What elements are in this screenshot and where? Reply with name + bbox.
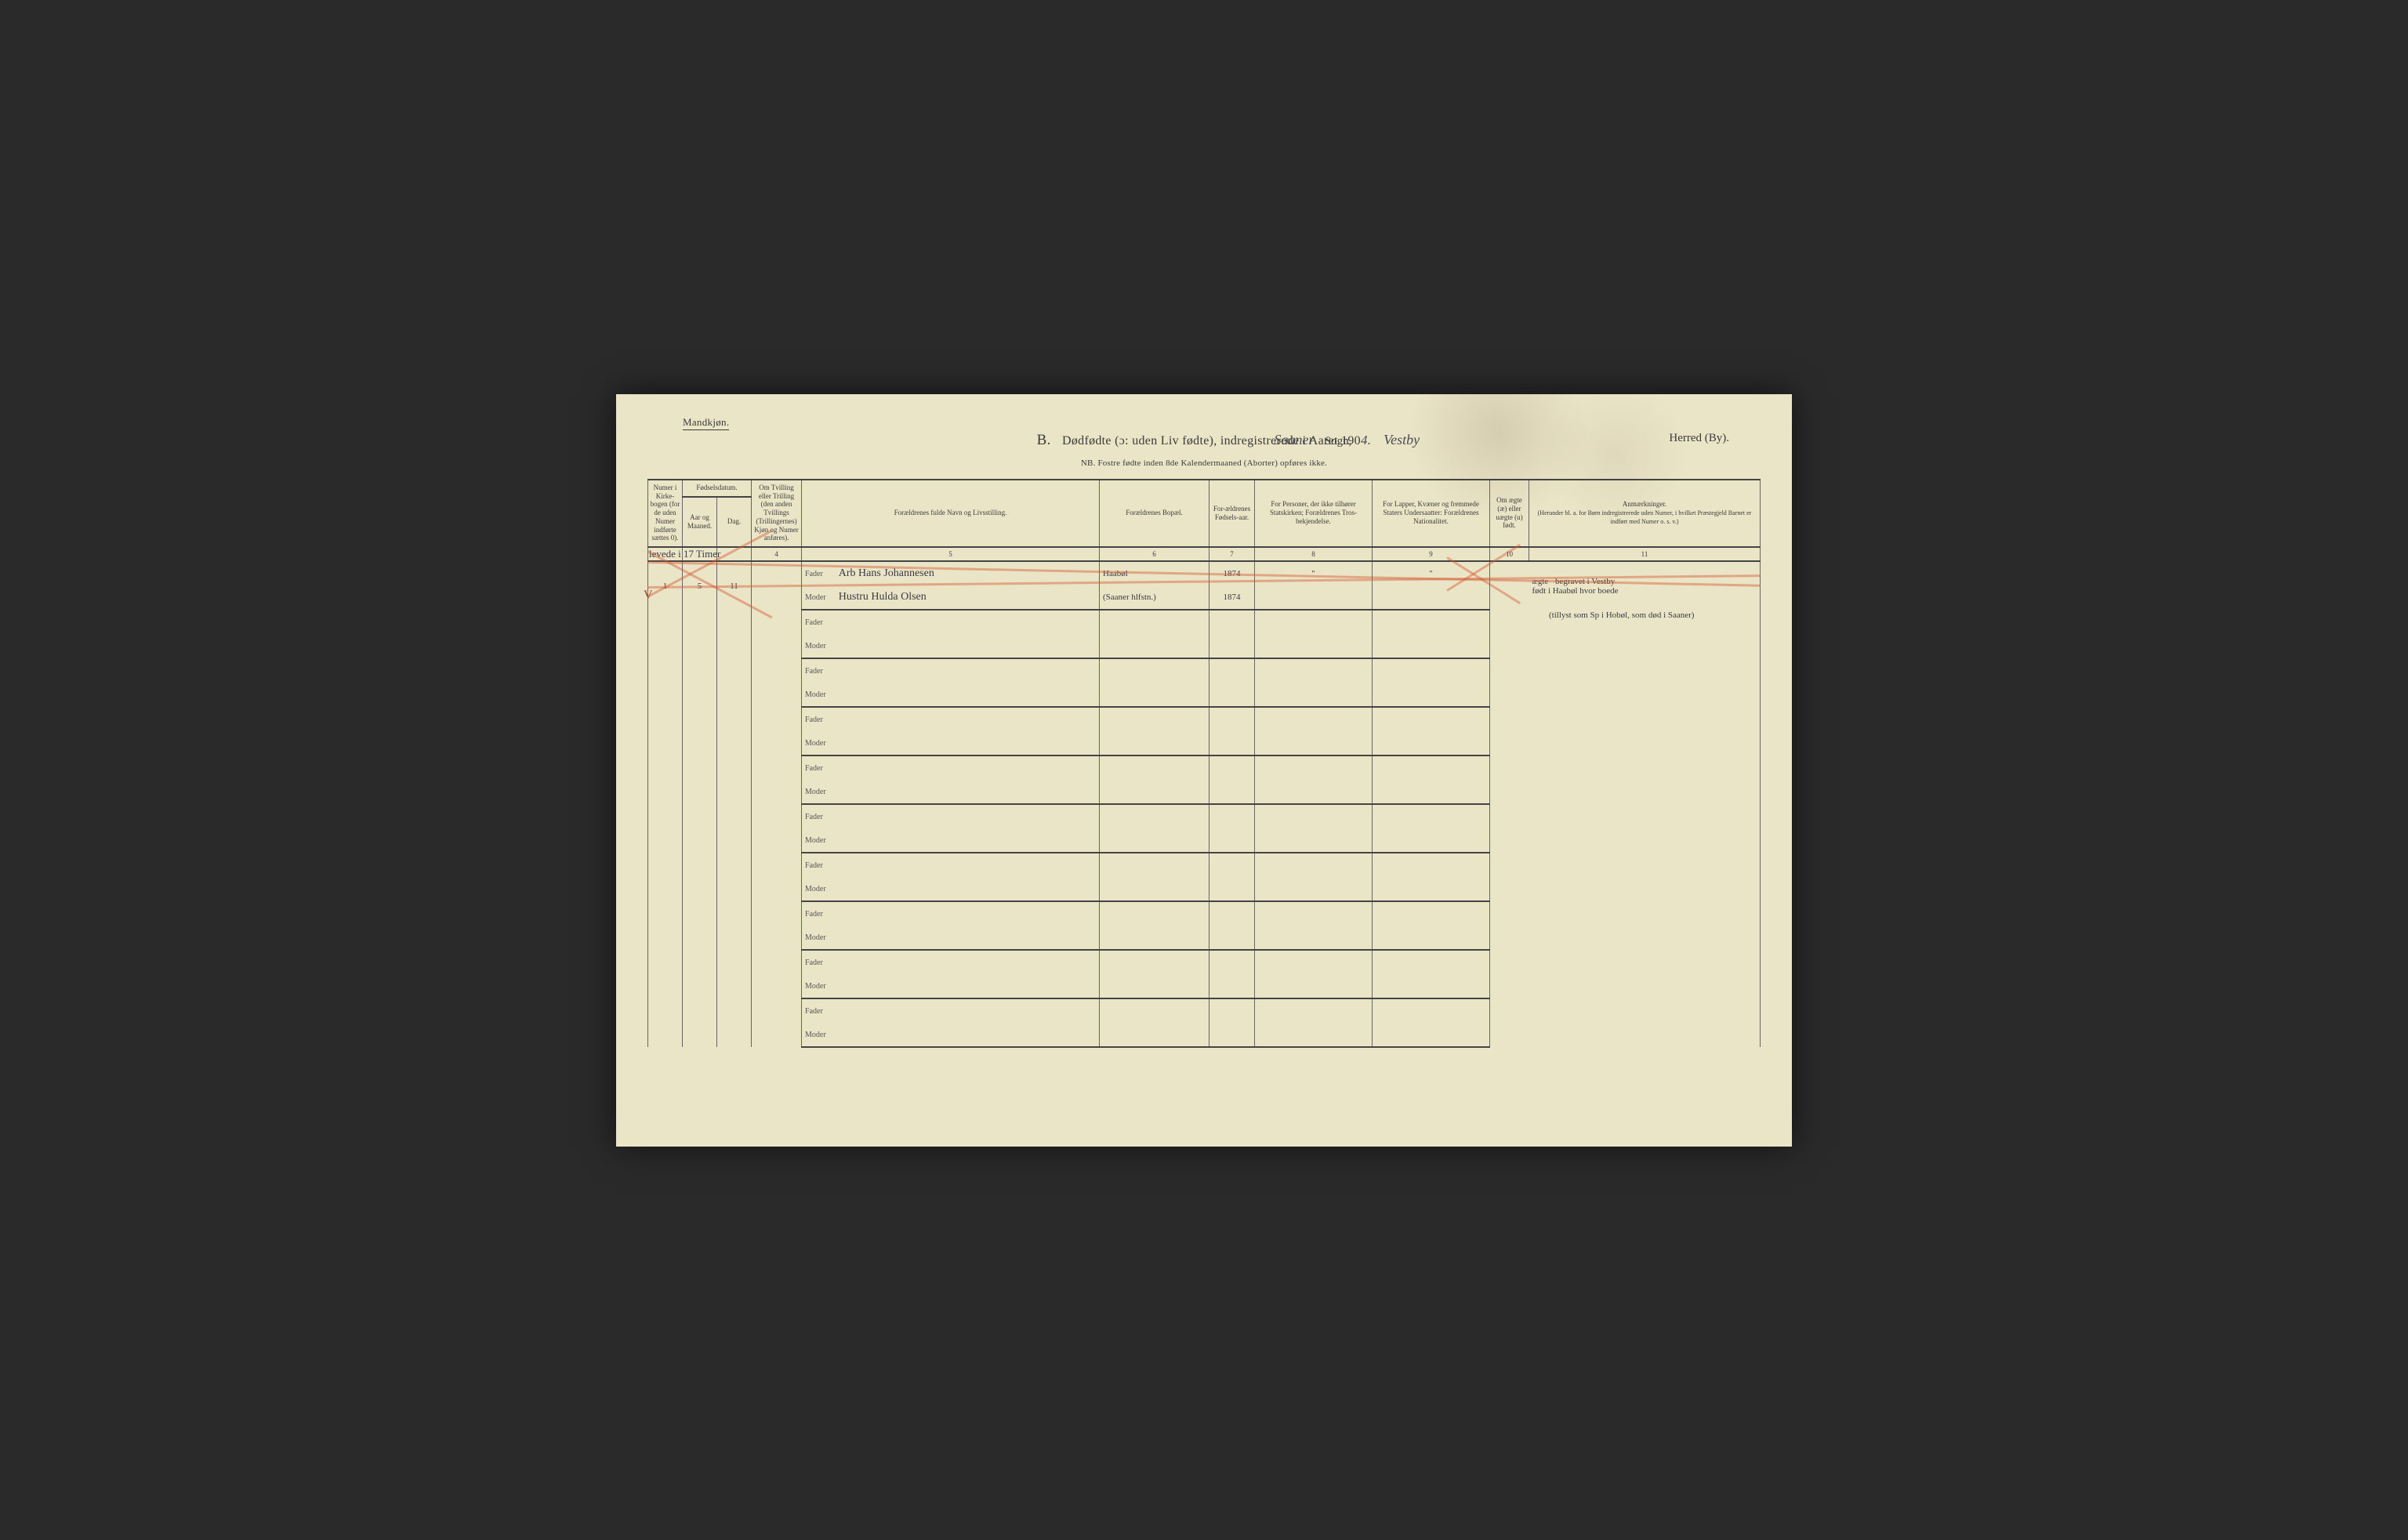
entry-1-religion: ": [1255, 561, 1373, 585]
colnum-8: 8: [1255, 547, 1373, 562]
entry-1-nationality: ": [1373, 561, 1490, 585]
col-1-header: Numer i Kirke-bogen (for de uden Numer i…: [648, 480, 683, 547]
entry-1-fader-row: 1 V 5 11 Fader Arb Hans Johannesen Haabø…: [648, 561, 1761, 585]
corner-label: Mandkjøn.: [683, 416, 729, 430]
empty-row-fader: Fader: [648, 998, 1761, 1023]
fader-label: Fader: [805, 570, 836, 578]
entry-1-moder-name: Hustru Hulda Olsen: [839, 591, 927, 603]
herred-label: Herred (By).: [1669, 432, 1729, 444]
register-table: Numer i Kirke-bogen (for de uden Numer i…: [647, 479, 1761, 1049]
entry-1-fader-name: Arb Hans Johannesen: [839, 567, 934, 579]
empty-row-fader: Fader: [648, 756, 1761, 780]
entry-1-fader-year: 1874: [1209, 561, 1255, 585]
entry-1-margin-note: levede i 17 Timer: [649, 548, 720, 560]
col-8-header: For Personer, der ikke tilhører Statskir…: [1255, 480, 1373, 547]
section-letter: B.: [1037, 432, 1051, 448]
entry-1-legit-cell: [1490, 561, 1529, 610]
title-line: B. Dødfødte (ɔ: uden Liv fødte), indregi…: [647, 432, 1761, 449]
colnum-4: 4: [752, 547, 802, 562]
col-11-header: Anmærkninger. (Herunder bl. a. for Børn …: [1529, 480, 1761, 547]
register-page: Mandkjøn. B. Dødfødte (ɔ: uden Liv fødte…: [616, 394, 1792, 1147]
col-9-header: For Lapper, Kvæner og fremmede Staters U…: [1373, 480, 1490, 547]
sogn-name: Saaner: [1267, 432, 1322, 448]
header-row: Numer i Kirke-bogen (for de uden Numer i…: [648, 480, 1761, 497]
colnum-6: 6: [1100, 547, 1209, 562]
entry-1-remarks-continuation: (tillyst som Sp i Hobøl, som død i Saane…: [1549, 611, 1753, 620]
moder-label: Moder: [805, 593, 836, 602]
column-numbers-row: 4 5 6 7 8 9 10 11: [648, 547, 1761, 562]
nb-note: NB. Fostre fødte inden 8de Kalendermaane…: [647, 458, 1761, 468]
col-7-header: For-ældrenes Fødsels-aar.: [1209, 480, 1255, 547]
colnum-9: 9: [1373, 547, 1490, 562]
herred-name: Vestby: [1354, 432, 1449, 448]
col-5-header: Forældrenes fulde Navn og Livsstilling.: [802, 480, 1100, 547]
entry-1-moder-year: 1874: [1209, 585, 1255, 610]
entry-1-residence-fader: Haabøl: [1100, 561, 1209, 585]
empty-row-fader: Fader: [648, 707, 1761, 731]
col-2-day: Dag.: [717, 497, 752, 547]
entry-1-month: 5: [683, 561, 717, 610]
col-10-header: Om ægte (æ) eller uægte (u) født.: [1490, 480, 1529, 547]
empty-row-fader: Fader: [648, 853, 1761, 877]
colnum-11: 11: [1529, 547, 1761, 562]
entry-1-number: 1: [663, 582, 668, 591]
entry-1-day: 11: [717, 561, 752, 610]
colnum-7: 7: [1209, 547, 1255, 562]
colnum-5: 5: [802, 547, 1100, 562]
col-6-header: Forældrenes Bopæl.: [1100, 480, 1209, 547]
colnum-10: 10: [1490, 547, 1529, 562]
col-4-header: Om Tvilling eller Trilling (den anden Tv…: [752, 480, 802, 547]
sogn-label: Sogn,: [1325, 435, 1352, 448]
entry-1-residence-moder: (Saaner hlfstn.): [1100, 585, 1209, 610]
empty-row-fader: Fader: [648, 950, 1761, 974]
empty-row-fader: Fader: [648, 901, 1761, 926]
entry-1-twin: [752, 561, 802, 610]
empty-row-fader: Fader: [648, 804, 1761, 828]
col-2-header: Fødselsdatum.: [683, 480, 752, 497]
entry-1-remarks: ægte begravet i Vestby født i Haabøl hvo…: [1529, 561, 1761, 610]
empty-row-fader: Fader: [648, 658, 1761, 683]
col-2-month: Aar og Maaned.: [683, 497, 717, 547]
